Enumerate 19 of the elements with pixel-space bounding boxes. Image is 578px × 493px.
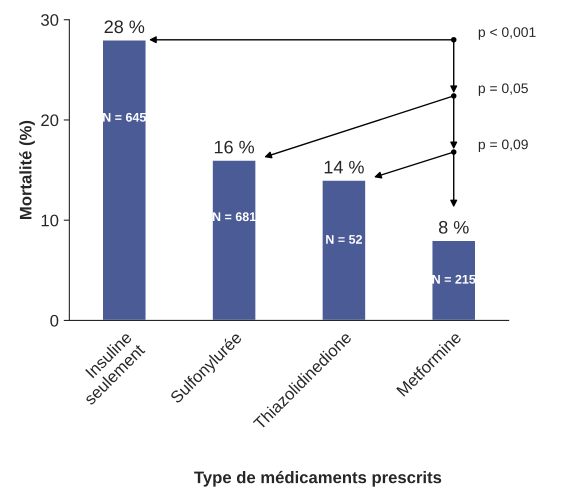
data-label: 14 % xyxy=(324,160,364,174)
annotation: p = 0,05 xyxy=(478,83,528,96)
x-axis-title: Type de médicaments prescrits xyxy=(194,470,442,487)
data-label: 28 % xyxy=(104,20,144,34)
annotation: p = 0,09 xyxy=(478,139,528,152)
bar xyxy=(102,39,147,320)
annotation: N = 215 xyxy=(432,274,476,284)
y-tick-label: 20 xyxy=(41,114,58,126)
y-tick-label: 30 xyxy=(41,14,58,26)
y-tick-label: 0 xyxy=(50,314,58,327)
y-axis-title: Mortalité (%) xyxy=(19,120,35,219)
data-label: 8 % xyxy=(438,220,469,234)
annotation: p < 0,001 xyxy=(478,27,536,40)
y-tick-label: 10 xyxy=(42,214,58,226)
bar xyxy=(431,240,476,320)
data-label: 16 % xyxy=(214,140,254,154)
annotation: N = 52 xyxy=(326,234,362,244)
bar xyxy=(321,179,367,320)
bar xyxy=(211,159,257,320)
